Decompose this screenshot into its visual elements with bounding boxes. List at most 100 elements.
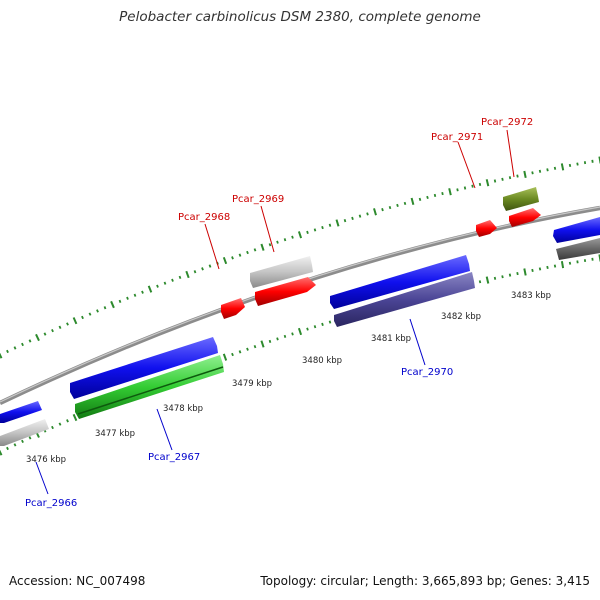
tick-label-3483: 3483 kbp [511, 291, 551, 301]
minor-tick [313, 228, 317, 232]
minor-tick [156, 284, 159, 288]
minor-tick [568, 261, 572, 265]
minor-tick [58, 325, 62, 329]
gene-pcar-2969-grey[interactable] [250, 256, 313, 288]
minor-tick [508, 176, 512, 180]
minor-tick [478, 182, 482, 186]
major-tick [110, 300, 115, 309]
gene-label-pcar-2970[interactable]: Pcar_2970 [401, 367, 453, 378]
gene-label-pcar-2972[interactable]: Pcar_2972 [481, 117, 533, 128]
minor-tick [88, 312, 92, 316]
gene-label-pcar-2966[interactable]: Pcar_2966 [25, 498, 77, 509]
tick-label-3479: 3479 kbp [232, 379, 272, 389]
major-tick [222, 256, 228, 265]
minor-tick [171, 278, 174, 282]
minor-tick [118, 299, 122, 304]
minor-tick [283, 238, 287, 242]
minor-tick [321, 225, 324, 230]
gene-pcar-2970-blue[interactable] [330, 255, 470, 309]
tick-label-3481: 3481 kbp [371, 334, 411, 344]
gene-right-blue[interactable] [553, 217, 600, 243]
major-tick [0, 352, 3, 359]
minor-tick [201, 267, 204, 271]
minor-tick [328, 223, 332, 227]
minor-tick [231, 352, 234, 357]
minor-tick [291, 235, 294, 239]
gene-pcar-2966-grey[interactable] [0, 419, 49, 446]
minor-tick [493, 179, 497, 183]
minor-tick [283, 334, 287, 338]
gene-pcar-2969-red[interactable] [255, 277, 316, 306]
minor-tick [163, 281, 167, 285]
minor-tick [253, 344, 257, 349]
minor-tick [306, 230, 309, 234]
minor-tick [501, 275, 504, 279]
minor-tick [538, 267, 542, 271]
tick-label-3482: 3482 kbp [441, 312, 481, 322]
minor-tick [21, 342, 24, 347]
major-tick [560, 163, 565, 171]
minor-tick [133, 293, 137, 297]
minor-tick [6, 446, 9, 451]
minor-tick [433, 193, 437, 197]
minor-tick [276, 240, 279, 244]
minor-tick [141, 290, 144, 294]
genome-title: Pelobacter carbinolicus DSM 2380, comple… [119, 9, 481, 25]
minor-tick [321, 322, 324, 326]
gene-pcar-2972-olive[interactable] [503, 187, 539, 211]
major-tick [523, 268, 527, 276]
minor-tick [568, 163, 572, 167]
gene-pcar-2967-green[interactable] [75, 355, 224, 419]
minor-tick [343, 219, 347, 223]
major-tick [72, 317, 78, 325]
minor-tick [306, 327, 309, 331]
minor-tick [6, 349, 9, 354]
minor-tick [51, 425, 54, 430]
minor-tick [471, 184, 474, 188]
minor-tick [51, 329, 54, 333]
major-tick [335, 219, 340, 227]
gene-pcar-2968[interactable] [221, 298, 245, 319]
minor-tick [66, 322, 69, 326]
minor-tick [351, 216, 354, 220]
minor-tick [13, 443, 17, 447]
minor-tick [238, 350, 242, 354]
minor-tick [328, 320, 332, 324]
major-tick [523, 170, 527, 179]
minor-tick [546, 168, 549, 172]
minor-tick [66, 419, 69, 423]
major-tick [72, 413, 78, 422]
minor-tick [463, 186, 467, 190]
gene-right-dark[interactable] [556, 238, 600, 260]
minor-tick [96, 309, 99, 313]
major-tick [297, 231, 303, 239]
tick-label-3480: 3480 kbp [302, 356, 342, 366]
minor-tick [508, 273, 512, 277]
gene-pcar-2966-blue[interactable] [0, 401, 42, 423]
minor-tick [576, 162, 579, 166]
minor-tick [456, 188, 459, 192]
gene-label-pcar-2971[interactable]: Pcar_2971 [431, 132, 483, 143]
gene-pcar-2970-slate[interactable] [334, 272, 475, 327]
major-tick [0, 449, 3, 456]
gene-label-pcar-2967[interactable]: Pcar_2967 [148, 452, 200, 463]
gene-pcar-2967-blue[interactable] [70, 337, 218, 399]
minor-tick [553, 264, 557, 268]
gene-pcar-2971[interactable] [476, 220, 497, 237]
minor-tick [276, 337, 279, 341]
major-tick [260, 340, 265, 348]
minor-tick [103, 306, 107, 310]
minor-tick [246, 250, 249, 255]
minor-tick [553, 166, 557, 170]
minor-tick [178, 275, 182, 280]
minor-tick [126, 296, 129, 300]
gene-label-pcar-2969[interactable]: Pcar_2969 [232, 194, 284, 205]
major-tick [222, 353, 228, 361]
gene-label-pcar-2968[interactable]: Pcar_2968 [178, 212, 230, 223]
minor-tick [418, 197, 422, 201]
minor-tick [441, 192, 444, 196]
minor-tick [58, 422, 62, 426]
gene-pcar-2972-red[interactable] [509, 208, 541, 227]
minor-tick [493, 276, 497, 280]
